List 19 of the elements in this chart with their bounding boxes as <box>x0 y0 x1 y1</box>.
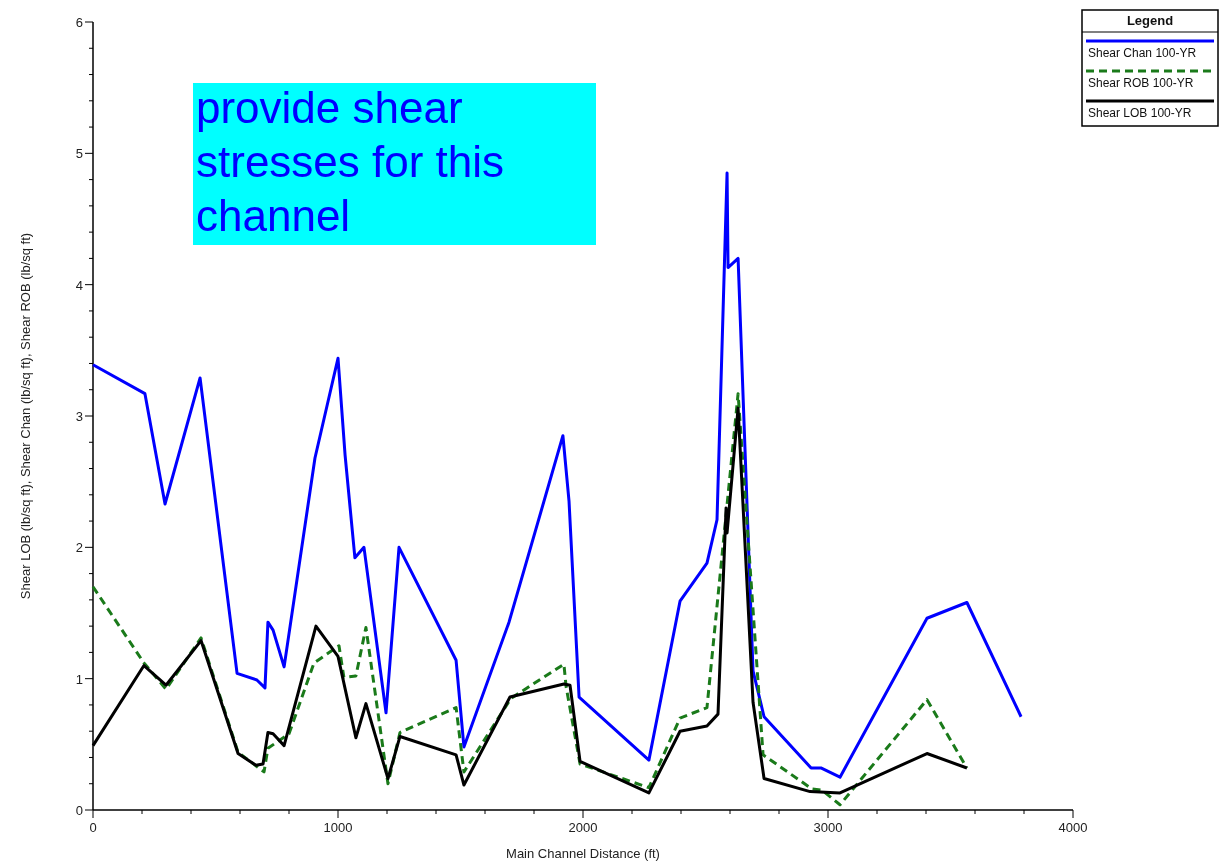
text: Shear LOB 100-YR <box>1088 106 1192 120</box>
annotation: provide shear stresses for this channel <box>196 83 505 240</box>
y-tick-label: 6 <box>75 15 83 30</box>
x-tick-label: 2000 <box>568 820 598 835</box>
y-axis-title: Shear LOB (lb/sq ft), Shear Chan (lb/sq ft), Shear ROB (lb/sq ft) <box>18 232 33 600</box>
x-tick-label: 1000 <box>323 820 353 835</box>
y-tick-label: 2 <box>75 540 83 556</box>
x-tick-label: 3000 <box>813 820 843 835</box>
x-tick-label: 4000 <box>1058 820 1088 835</box>
y-tick-label: 1 <box>75 671 83 687</box>
y-tick-label: 0 <box>75 803 83 818</box>
y-tick-label: 4 <box>75 277 83 293</box>
y-tick-label: 5 <box>75 146 83 162</box>
x-axis-title: Main Channel Distance (ft) <box>506 846 660 861</box>
x-tick-label: 0 <box>89 820 97 835</box>
y-tick-label: 3 <box>75 409 83 424</box>
text: Shear ROB 100-YR <box>1088 76 1194 90</box>
legend-title: Legend <box>1126 13 1174 28</box>
text: Shear Chan 100-YR <box>1088 46 1197 60</box>
